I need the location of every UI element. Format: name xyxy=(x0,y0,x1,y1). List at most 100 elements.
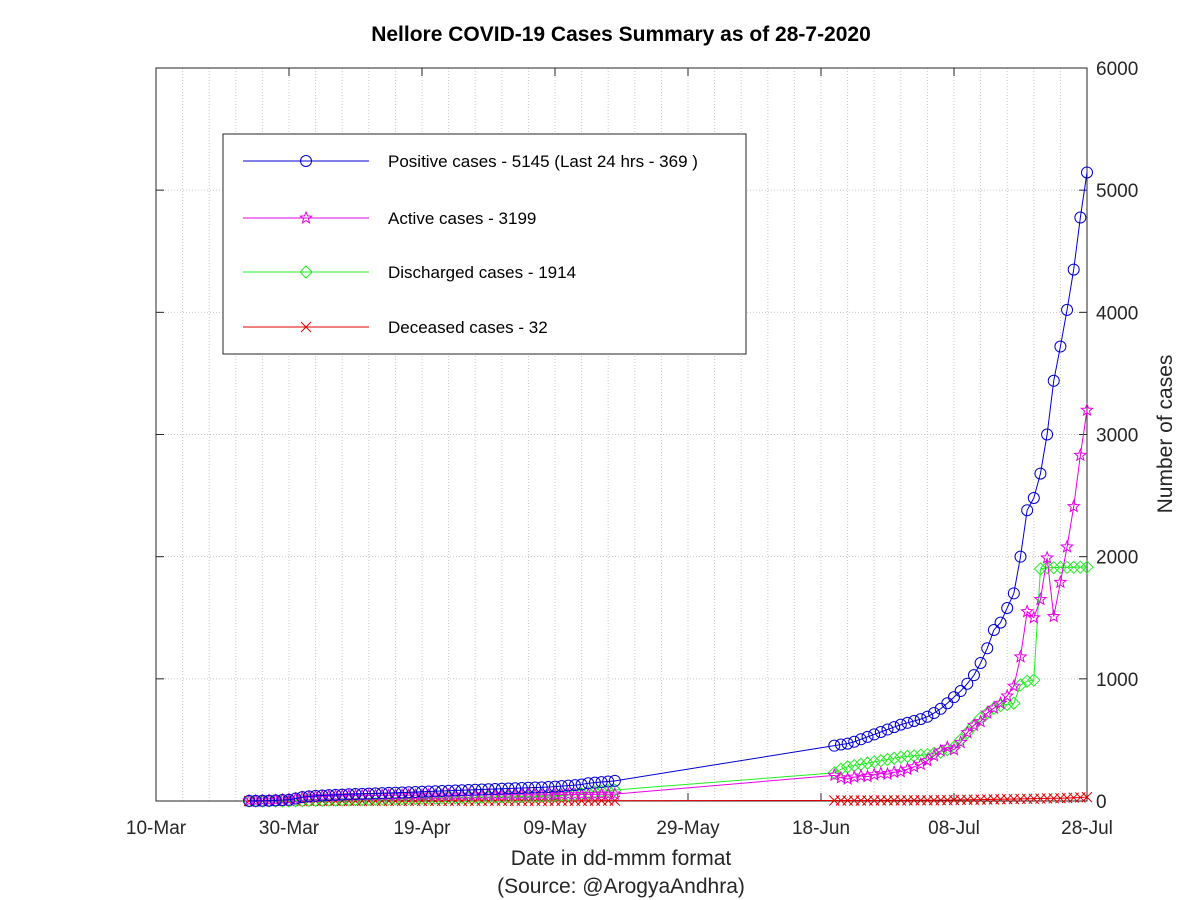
data-point xyxy=(555,780,568,793)
y-tick-label: 3000 xyxy=(1096,426,1138,447)
data-point xyxy=(249,794,262,807)
data-point xyxy=(887,764,902,779)
data-point xyxy=(1027,492,1040,505)
data-point xyxy=(336,788,349,801)
legend: Positive cases - 5145 (Last 24 hrs - 369… xyxy=(222,133,747,355)
data-point xyxy=(967,669,980,682)
legend-entry: Active cases - 3199 xyxy=(243,209,536,228)
data-point xyxy=(867,767,882,781)
data-point xyxy=(269,794,282,807)
data-point xyxy=(322,789,335,802)
y-tick-label: 5000 xyxy=(1096,181,1138,202)
data-point xyxy=(289,792,302,805)
data-point xyxy=(276,794,289,807)
data-point xyxy=(841,737,854,750)
data-point xyxy=(396,786,409,799)
data-point xyxy=(994,616,1007,629)
data-point xyxy=(342,788,355,801)
data-point xyxy=(1079,402,1095,417)
y-tick-label: 4000 xyxy=(1096,303,1138,324)
data-point xyxy=(309,789,322,802)
data-point xyxy=(953,733,968,747)
data-point xyxy=(881,723,894,736)
data-point xyxy=(495,782,508,795)
data-point xyxy=(1040,560,1054,575)
data-point xyxy=(854,733,867,746)
data-point xyxy=(362,787,375,800)
data-point xyxy=(840,771,855,785)
x-axis-source-label: (Source: @ArogyaAndhra) xyxy=(497,875,745,898)
data-point xyxy=(296,791,309,804)
series-0 xyxy=(243,166,1093,807)
data-point xyxy=(607,786,622,801)
x-tick-label: 08-Jul xyxy=(928,818,980,839)
data-point xyxy=(1021,504,1034,517)
data-point xyxy=(946,742,962,756)
data-point xyxy=(894,750,908,764)
data-point xyxy=(449,784,462,797)
data-point xyxy=(847,769,862,784)
data-point xyxy=(509,782,522,795)
data-point xyxy=(522,781,535,794)
data-point xyxy=(980,705,995,719)
data-point xyxy=(515,782,528,795)
data-point xyxy=(608,774,621,787)
data-point xyxy=(827,767,842,782)
data-point xyxy=(874,725,887,738)
data-point xyxy=(914,713,927,726)
data-point xyxy=(1073,560,1088,574)
x-tick-label: 18-Jun xyxy=(792,818,850,839)
data-point xyxy=(888,721,901,734)
data-point xyxy=(908,714,921,727)
legend-box xyxy=(222,133,747,355)
data-point xyxy=(953,734,968,749)
data-point xyxy=(402,786,415,799)
series-1 xyxy=(242,402,1095,807)
data-point xyxy=(1041,428,1054,441)
data-point xyxy=(243,794,256,807)
data-point xyxy=(582,777,595,790)
data-point xyxy=(828,739,841,752)
data-point xyxy=(1000,697,1014,712)
x-tick-label: 10-Mar xyxy=(126,818,187,839)
data-point xyxy=(1061,303,1074,316)
data-point xyxy=(602,775,615,788)
data-point xyxy=(1060,539,1075,553)
data-point xyxy=(562,779,575,792)
chart-title: Nellore COVID-19 Cases Summary as of 28-… xyxy=(371,23,871,46)
y-axis-label: Number of cases xyxy=(1154,355,1177,514)
data-point xyxy=(475,783,488,796)
data-point xyxy=(295,790,310,804)
legend-marker xyxy=(298,210,314,224)
data-point xyxy=(1020,604,1035,618)
data-point xyxy=(482,783,495,796)
data-point xyxy=(263,794,276,807)
x-tick-label: 19-Apr xyxy=(393,818,451,839)
data-point xyxy=(901,716,914,729)
data-point xyxy=(981,642,994,655)
data-point xyxy=(1047,374,1060,387)
data-point xyxy=(1047,560,1061,575)
x-tick-label: 29-May xyxy=(656,818,720,839)
legend-marker xyxy=(300,155,312,167)
legend-label: Deceased cases - 32 xyxy=(388,318,548,337)
data-point xyxy=(542,780,555,793)
data-point xyxy=(1006,678,1021,693)
data-point xyxy=(329,788,342,801)
data-point xyxy=(880,766,895,781)
data-point xyxy=(389,786,402,799)
data-point xyxy=(880,752,895,767)
data-point xyxy=(595,776,608,789)
legend-entry: Discharged cases - 1914 xyxy=(243,263,576,282)
data-point xyxy=(349,788,362,801)
data-point xyxy=(974,656,987,669)
data-point xyxy=(986,700,1001,715)
data-point xyxy=(502,782,515,795)
data-point xyxy=(283,793,295,806)
legend-marker xyxy=(300,321,312,333)
legend-label: Positive cases - 5145 (Last 24 hrs - 369… xyxy=(388,152,698,171)
data-point xyxy=(1046,609,1061,623)
legend-label: Active cases - 3199 xyxy=(388,209,536,228)
data-point xyxy=(961,677,974,690)
data-point xyxy=(489,783,502,796)
